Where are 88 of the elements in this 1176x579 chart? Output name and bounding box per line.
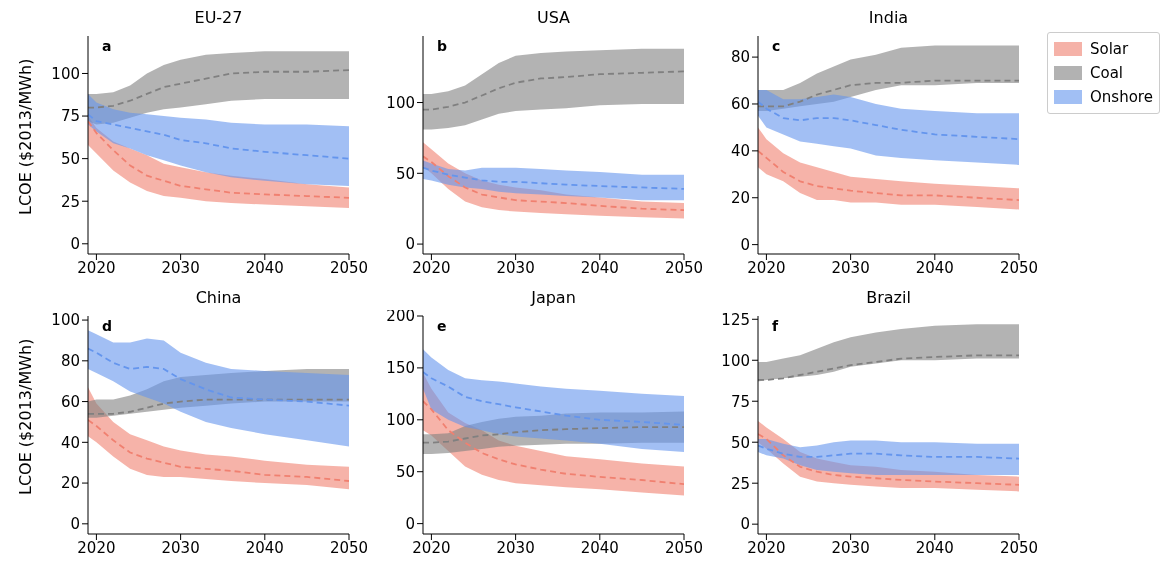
line-series [423, 166, 684, 190]
annotation: a [102, 38, 112, 54]
x-tick-label: 2040 [580, 538, 619, 557]
line-series [758, 444, 1019, 460]
y-tick-label: 200 [386, 307, 415, 326]
line-series [423, 426, 684, 444]
line-series [88, 398, 349, 415]
annotation: b [437, 38, 448, 54]
line-series [423, 155, 684, 212]
x-tick-label: 2040 [915, 258, 954, 277]
x-tick-label: 2030 [161, 538, 200, 557]
x-tick-label: 2020 [412, 538, 451, 557]
x-tick-label: 2050 [329, 258, 369, 277]
y-tick-label: 80 [60, 352, 80, 371]
y-tick-label: 50 [730, 433, 750, 452]
y-tick-label: 0 [405, 514, 415, 533]
x-tick-label: 2030 [496, 258, 535, 277]
y-tick-label: 20 [60, 474, 80, 493]
x-tick-label: 2030 [496, 538, 535, 557]
line-series [423, 70, 684, 111]
line-series [88, 419, 349, 482]
y-tick-label: 0 [405, 235, 415, 254]
x-tick-label: 2050 [664, 538, 704, 557]
line-series [88, 113, 349, 160]
y-tick-label: 75 [730, 392, 750, 411]
line-series [758, 433, 1019, 486]
y-tick-label: 40 [60, 433, 80, 452]
y-tick-label: 100 [51, 64, 80, 83]
x-tick-label: 2050 [999, 258, 1039, 277]
y-tick-label: 100 [721, 351, 750, 370]
x-tick-label: 2020 [412, 258, 451, 277]
legend-label: Coal [1090, 64, 1124, 82]
line-series [88, 69, 349, 109]
x-tick-label: 2030 [161, 258, 200, 277]
x-tick-label: 2020 [77, 538, 116, 557]
y-tick-label: 0 [70, 515, 80, 534]
y-tick-label: 50 [60, 149, 80, 168]
y-tick-label: 0 [740, 515, 750, 534]
y-tick-label: 50 [395, 463, 415, 482]
y-tick-label: 100 [386, 411, 415, 430]
y-tick-label: 75 [60, 107, 80, 126]
x-tick-label: 2040 [580, 258, 619, 277]
annotation: f [772, 318, 779, 334]
legend-label: Onshore [1090, 88, 1153, 106]
line-series [758, 149, 1019, 201]
annotation: e [437, 318, 447, 334]
x-tick-label: 2020 [747, 258, 786, 277]
chart-title: Brazil [865, 288, 912, 309]
y-tick-label: 100 [51, 311, 80, 330]
x-tick-label: 2020 [77, 258, 116, 277]
x-tick-label: 2040 [915, 538, 954, 557]
legend-label: Solar [1090, 40, 1129, 58]
y-tick-label: 20 [730, 189, 750, 208]
y-tick-label: 100 [386, 93, 415, 112]
x-tick-label: 2050 [664, 258, 704, 277]
annotation: d [102, 318, 113, 334]
x-tick-label: 2030 [831, 258, 870, 277]
chart-title: EU-27 [193, 8, 244, 29]
line-series [88, 120, 349, 199]
x-tick-label: 2040 [245, 258, 284, 277]
chart-title: Japan [531, 288, 576, 307]
x-tick-label: 2050 [329, 538, 369, 557]
y-tick-label: 125 [721, 310, 750, 329]
chart-title: China [194, 288, 243, 309]
line-series [423, 400, 684, 486]
line-series [758, 79, 1019, 108]
y-tick-label: 60 [730, 95, 750, 114]
annotation: c [772, 38, 781, 54]
y-tick-label: 40 [730, 142, 750, 161]
x-tick-label: 2030 [831, 538, 870, 557]
line-series [88, 347, 349, 407]
line-series [758, 100, 1019, 141]
y-tick-label: 25 [730, 474, 750, 493]
y-tick-label: 25 [60, 192, 80, 211]
chart-title: USA [535, 8, 572, 29]
y-tick-label: 0 [70, 235, 80, 254]
y-tick-label: 0 [740, 235, 750, 254]
x-tick-label: 2050 [999, 538, 1039, 557]
y-axis-title: LCOE ($2013/MWh) [15, 58, 35, 215]
y-tick-label: 50 [395, 164, 415, 183]
x-tick-label: 2020 [747, 538, 786, 557]
line-series [758, 354, 1019, 381]
x-tick-label: 2040 [245, 538, 284, 557]
y-tick-label: 80 [730, 48, 750, 67]
chart-title: India [867, 8, 910, 29]
y-axis-title: LCOE ($2013/MWh) [15, 338, 35, 495]
y-tick-label: 60 [60, 392, 80, 411]
y-tick-label: 150 [386, 359, 415, 378]
